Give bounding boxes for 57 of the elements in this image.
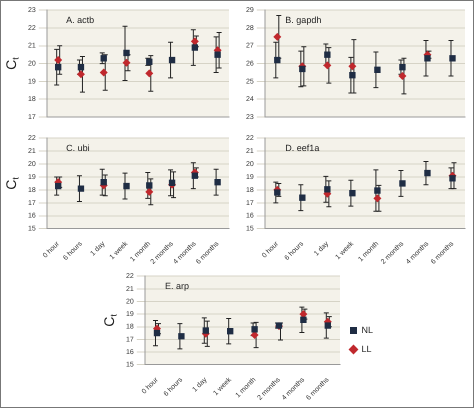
point	[54, 56, 62, 64]
point	[449, 55, 456, 62]
point	[323, 61, 332, 70]
point	[324, 52, 331, 58]
point	[398, 72, 406, 80]
point	[374, 187, 381, 194]
point	[54, 64, 62, 70]
point	[192, 172, 198, 179]
point	[324, 186, 331, 192]
point	[299, 194, 306, 201]
point	[178, 333, 185, 340]
y-axis-title: Ct	[100, 314, 118, 327]
point	[449, 175, 456, 182]
point	[100, 178, 107, 186]
text: A. actb	[66, 15, 94, 26]
point	[100, 68, 108, 76]
point	[251, 326, 258, 332]
point	[214, 178, 221, 186]
point	[374, 66, 381, 74]
point	[154, 330, 160, 336]
point	[145, 188, 154, 196]
point	[373, 194, 382, 202]
point	[78, 185, 84, 192]
point	[190, 37, 199, 46]
legend-label: NL	[361, 324, 374, 335]
point	[424, 170, 431, 176]
point	[145, 69, 154, 78]
point	[146, 182, 152, 189]
point	[100, 55, 107, 62]
point	[274, 56, 280, 64]
y-axis-title: Ct	[2, 56, 20, 70]
text: E. arp	[164, 281, 189, 292]
text: D. eef1a	[285, 143, 320, 154]
point	[274, 189, 280, 196]
text: B. gapdh	[285, 15, 322, 26]
point	[348, 62, 356, 70]
y-axis-title: Ct	[2, 176, 20, 190]
point	[192, 44, 198, 51]
point	[122, 58, 131, 67]
point	[424, 55, 431, 62]
legend-label: LL	[361, 344, 372, 354]
point	[202, 327, 209, 334]
point	[54, 182, 62, 190]
point	[349, 72, 356, 78]
point	[273, 32, 282, 41]
point	[168, 180, 176, 186]
point	[324, 322, 331, 329]
point	[123, 50, 130, 56]
point	[300, 316, 307, 323]
text: C. ubi	[66, 143, 90, 154]
point	[78, 64, 84, 70]
point	[299, 66, 306, 72]
point	[227, 328, 234, 334]
point	[76, 70, 85, 78]
point	[399, 64, 406, 70]
point	[214, 52, 221, 58]
point	[349, 190, 356, 196]
